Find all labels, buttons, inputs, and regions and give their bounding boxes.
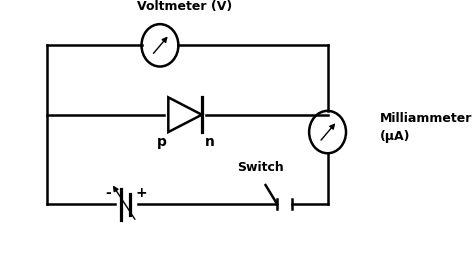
Text: Voltmeter (V): Voltmeter (V) — [137, 0, 233, 13]
Text: +: + — [136, 186, 147, 200]
Text: n: n — [205, 135, 215, 149]
Text: Switch: Switch — [237, 161, 284, 174]
Text: -: - — [105, 186, 111, 200]
Text: Milliammeter
(μA): Milliammeter (μA) — [380, 112, 472, 143]
Text: p: p — [157, 135, 166, 149]
